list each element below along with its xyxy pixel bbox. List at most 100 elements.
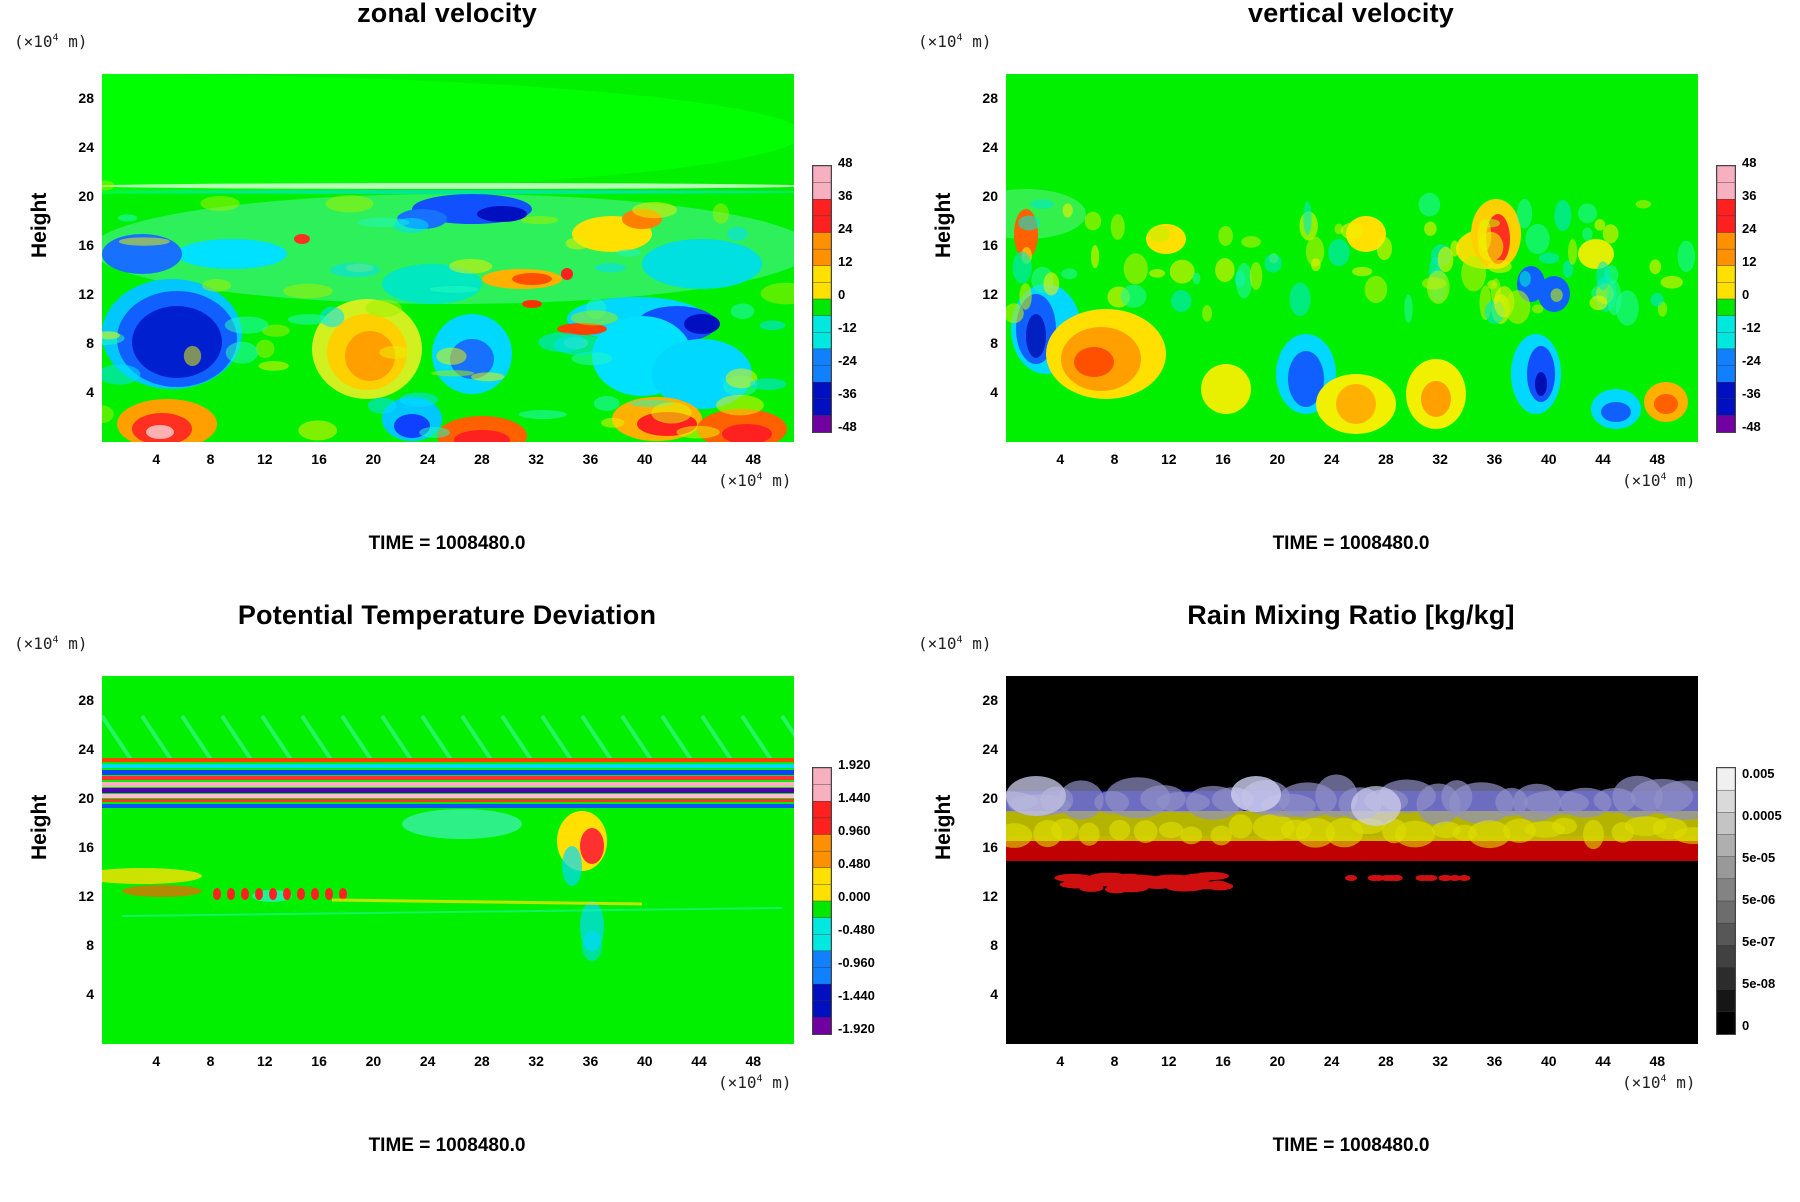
field-contour	[518, 410, 567, 420]
field-contour	[460, 714, 494, 763]
field-contour	[294, 234, 310, 244]
field-contour	[300, 714, 334, 763]
field-contour	[538, 332, 587, 352]
x-tick-label: 24	[419, 1053, 436, 1069]
field-contour	[760, 282, 794, 305]
x-tick-label: 16	[1215, 1053, 1231, 1069]
x-tick-label: 8	[206, 1053, 215, 1069]
field-contour	[399, 392, 439, 407]
colorbar-label: -12	[1742, 320, 1761, 335]
colorbar-label: -1.440	[838, 988, 875, 1003]
x-tick-label: 20	[365, 1053, 382, 1069]
field-contour	[1601, 402, 1631, 422]
field-contour	[477, 206, 527, 222]
colorbar-segment	[813, 917, 831, 935]
colorbar-segment	[1717, 199, 1735, 217]
colorbar-segment	[813, 248, 831, 267]
x-tick-label: 44	[691, 451, 707, 467]
colorbar-label: 5e-06	[1742, 892, 1776, 907]
field-contour	[1104, 885, 1129, 894]
field-contour	[540, 714, 574, 763]
x-tick-label: 48	[1649, 451, 1666, 467]
colorbar-segment	[1717, 834, 1735, 858]
y-axis-title: Height	[932, 192, 955, 258]
field-contour	[1503, 818, 1536, 843]
field-contour	[1235, 262, 1253, 299]
colorbar-segment	[813, 900, 831, 919]
field-contour	[258, 361, 289, 371]
field-contour	[429, 285, 479, 293]
field-contour	[1351, 786, 1401, 826]
field-contour	[1448, 782, 1514, 824]
colorbar-segment	[1717, 248, 1735, 267]
colorbar-segment	[813, 415, 831, 432]
colorbar-label: 48	[1742, 155, 1757, 170]
x-tick-label: 32	[1432, 1053, 1448, 1069]
field-contour	[1653, 780, 1698, 821]
field-contour	[102, 804, 794, 808]
field-contour	[1058, 780, 1104, 820]
field-contour	[632, 201, 677, 219]
field-contour	[1538, 252, 1560, 264]
field-contour	[700, 714, 734, 763]
field-contour	[1376, 236, 1393, 261]
colorbar-label: 48	[838, 155, 853, 170]
field-contour	[1249, 261, 1263, 291]
field-contour	[1006, 303, 1024, 324]
field-contour	[1169, 259, 1195, 284]
colorbar-segment	[813, 232, 831, 250]
field-contour	[1051, 818, 1079, 841]
x-tick-label: 12	[1161, 1053, 1177, 1069]
y-tick-label: 24	[982, 740, 998, 757]
field-contour	[224, 316, 269, 334]
heatmap-plot-area	[1006, 74, 1698, 442]
x-tick-label: 16	[1215, 451, 1231, 467]
field-contour	[642, 239, 762, 289]
y-tick-label: 28	[78, 691, 94, 708]
field-contour	[325, 195, 374, 213]
x-tick-label: 36	[582, 451, 599, 467]
field-contour	[1532, 304, 1544, 314]
colorbar-segment	[1717, 989, 1735, 1013]
field-contour	[102, 364, 141, 385]
field-contour	[562, 846, 582, 886]
colorbar-segment	[1717, 166, 1735, 184]
heatmap-svg	[102, 74, 794, 442]
field-contour	[1583, 819, 1604, 850]
x-tick-label: 8	[1110, 1053, 1119, 1069]
colorbar-segment	[1717, 381, 1735, 400]
field-contour	[1677, 240, 1696, 273]
field-contour	[339, 888, 347, 900]
x-axis-scale-label: (×104 m)	[1622, 471, 1696, 490]
field-contour	[183, 345, 202, 367]
field-contour	[1019, 283, 1032, 310]
field-contour	[102, 74, 794, 194]
time-label: TIME = 1008480.0	[1272, 1135, 1430, 1156]
field-contour	[287, 314, 330, 325]
colorbar-segment	[813, 983, 831, 1002]
y-tick-label: 12	[78, 285, 94, 302]
field-contour	[102, 180, 115, 191]
field-contour	[620, 714, 654, 763]
field-contour	[255, 888, 263, 900]
colorbar-label: 5e-08	[1742, 976, 1776, 991]
field-contour	[1206, 882, 1234, 891]
x-tick-label: 16	[311, 451, 327, 467]
colorbar-segment	[1717, 365, 1735, 383]
field-contour	[1551, 817, 1577, 835]
colorbar-label: -24	[838, 353, 857, 368]
field-contour	[1448, 875, 1461, 881]
field-contour	[1525, 223, 1550, 255]
colorbar-segment	[1717, 215, 1735, 234]
y-axis-title: Height	[932, 794, 955, 860]
x-tick-label: 44	[1595, 451, 1611, 467]
field-contour	[1192, 272, 1201, 285]
field-contour	[102, 183, 794, 189]
y-tick-label: 28	[78, 89, 94, 106]
colorbar-gradient	[813, 768, 831, 1034]
colorbar-segment	[813, 282, 831, 300]
colorbar-segment	[1717, 878, 1735, 902]
field-contour	[1602, 224, 1619, 244]
field-contour	[1158, 821, 1184, 838]
field-contour	[561, 268, 573, 280]
